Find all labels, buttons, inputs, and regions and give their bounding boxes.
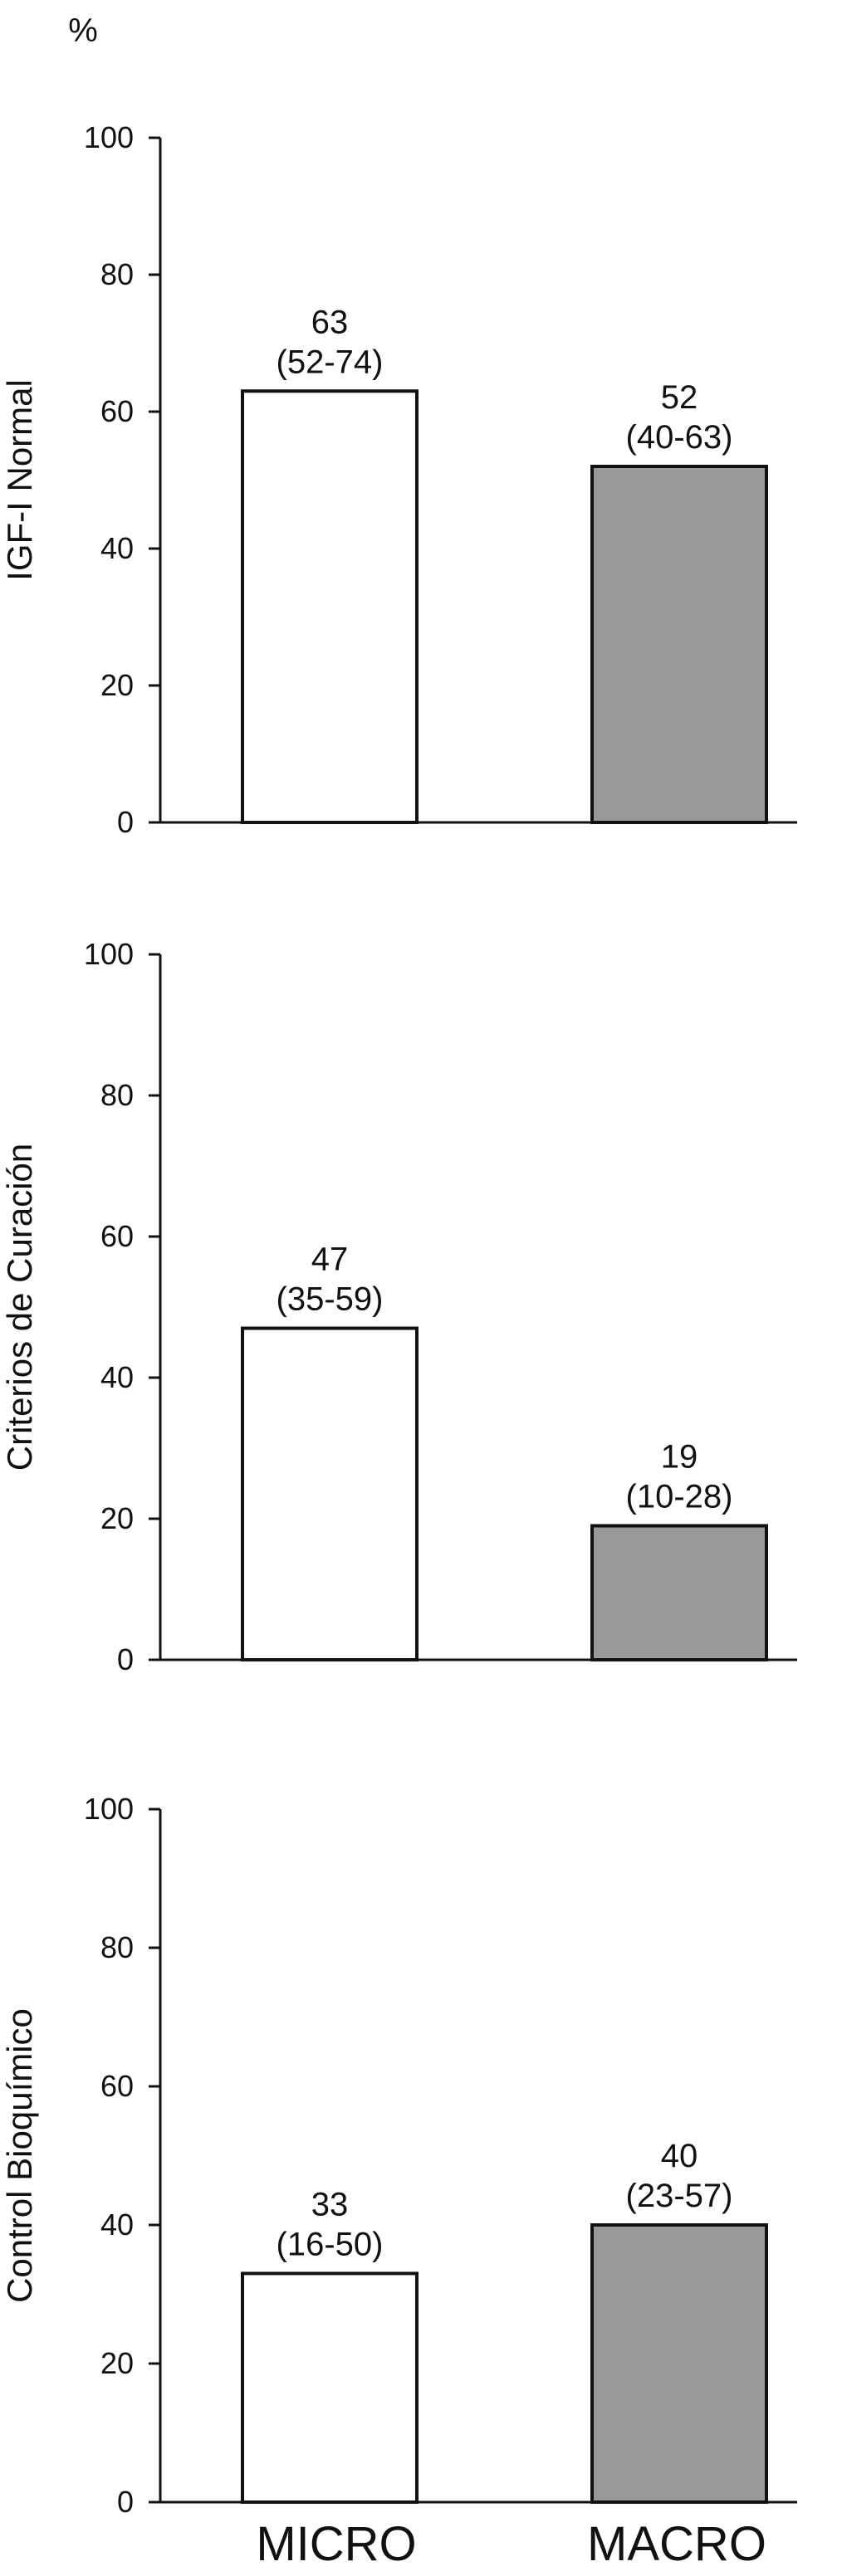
y-axis-title: Criterios de Curación <box>0 1144 39 1471</box>
chart-panel-3: 0 20 40 60 80 100 Control Bioquímico 33 (16-50) 4… <box>0 1792 797 2519</box>
y-tick-label: 20 <box>100 2346 134 2380</box>
y-tick-label: 80 <box>100 257 134 291</box>
bar-micro <box>241 2271 419 2504</box>
y-tick-label: 100 <box>84 120 134 154</box>
bar-macro <box>590 465 768 824</box>
y-tick-label: 100 <box>84 937 134 971</box>
y-tick-label: 60 <box>100 2069 134 2103</box>
x-category-label-macro: MACRO <box>587 2517 766 2571</box>
y-tick-label: 40 <box>100 531 134 565</box>
chart-panels: 0 20 40 60 80 100 IGF-I Normal 63 (52-74) 52(40-6… <box>0 120 797 2519</box>
y-axis-title: IGF-I Normal <box>0 379 39 581</box>
y-tick-label: 60 <box>100 394 134 428</box>
chart-panel-2: 0 20 40 60 80 100 Criterios de Curación 47(35-5… <box>0 937 797 1676</box>
y-tick-label: 0 <box>117 805 134 839</box>
y-tick-label: 40 <box>100 1360 134 1394</box>
bar-micro <box>241 1326 419 1661</box>
y-tick-label: 0 <box>117 1642 134 1676</box>
y-tick-label: 0 <box>117 2485 134 2519</box>
bar-interval-label: (16-50) <box>277 2226 384 2262</box>
percent-unit-label: % <box>68 12 98 49</box>
bar-value-label: 52 <box>661 379 698 416</box>
bar-value-label: 40 <box>661 2138 698 2174</box>
bar-value-label: 47 <box>311 1242 349 1278</box>
bar-interval-label: (35-59) <box>277 1281 384 1318</box>
bar-interval-label: (40-63) <box>626 419 733 456</box>
y-tick-label: 100 <box>84 1792 134 1826</box>
y-tick-label: 20 <box>100 668 134 702</box>
y-tick-label: 80 <box>100 1930 134 1964</box>
bar-value-label: 63 <box>311 304 349 340</box>
bar-macro <box>590 2223 768 2504</box>
chart-panel-1: 0 20 40 60 80 100 IGF-I Normal 63 (52-74) 52(40-6… <box>0 120 797 839</box>
bar-value-label: 19 <box>661 1439 698 1476</box>
bar-interval-label: (52-74) <box>277 344 384 380</box>
bar-interval-label: (23-57) <box>626 2178 733 2214</box>
y-tick-label: 60 <box>100 1219 134 1253</box>
y-tick-label: 80 <box>100 1078 134 1112</box>
y-tick-label: 20 <box>100 1501 134 1535</box>
bar-micro <box>241 389 419 824</box>
y-tick-label: 40 <box>100 2208 134 2242</box>
x-category-label-micro: MICRO <box>256 2517 416 2571</box>
bar-macro <box>590 1524 768 1661</box>
bar-value-label: 33 <box>311 2186 349 2222</box>
y-axis-title: Control Bioquímico <box>0 2008 39 2303</box>
bar-interval-label: (10-28) <box>626 1479 733 1515</box>
